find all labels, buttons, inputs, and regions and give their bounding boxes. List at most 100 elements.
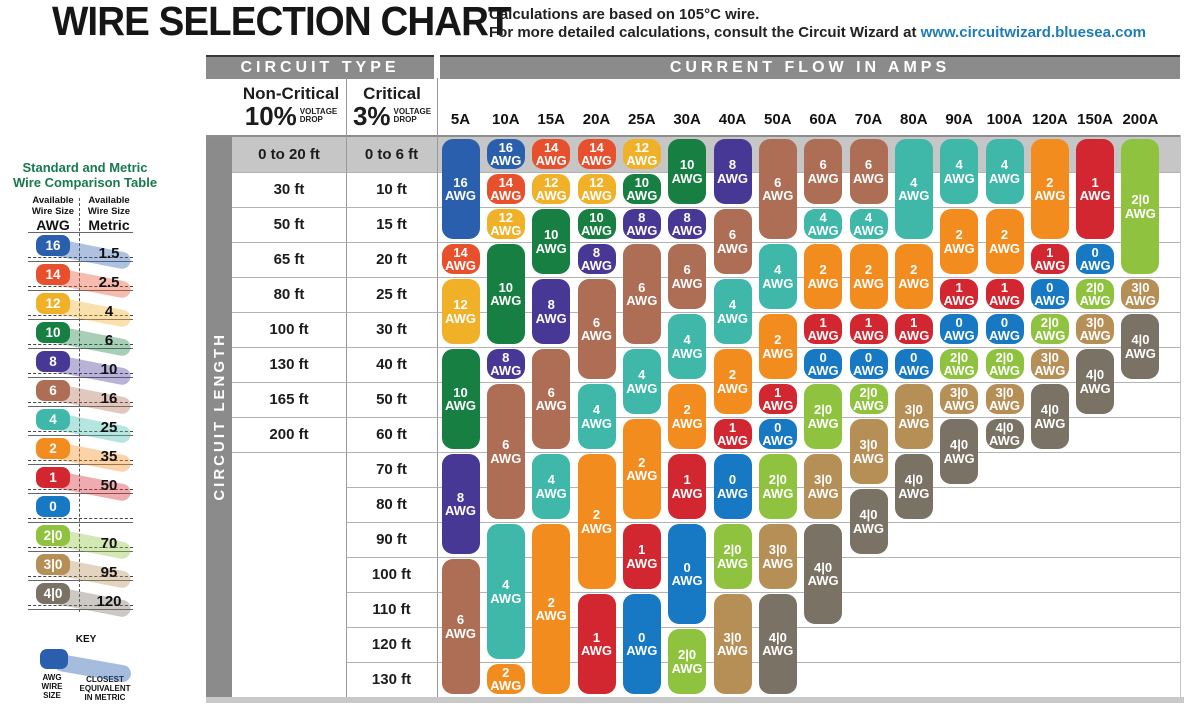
wire-pill-40A-200awg: 2|0 AWG xyxy=(713,524,752,589)
wire-pill-25A-12awg: 12 AWG xyxy=(622,139,661,169)
pill-awg-label: AWG xyxy=(1034,258,1066,273)
length-cell-critical: 10 ft xyxy=(376,181,407,198)
metric-size-value: 120 xyxy=(96,593,122,610)
pill-awg-label: AWG xyxy=(671,345,703,361)
pill-size-label: 0 xyxy=(1046,279,1054,295)
amp-column-label-40A: 40A xyxy=(718,111,747,128)
wire-pill-100A-1awg: 1 AWG xyxy=(985,279,1024,309)
pill-awg-label: AWG xyxy=(716,170,749,186)
header-unit: AWG xyxy=(36,217,70,233)
pill-size-label: 2 xyxy=(955,227,963,242)
wire-pill-80A-0awg: 0 AWG xyxy=(894,349,933,379)
pill-size-label: 1 xyxy=(1091,174,1099,190)
comparison-row-dashed-line xyxy=(28,257,133,258)
wire-pill-20A-4awg: 4 AWG xyxy=(577,384,616,449)
metric-size-value: 50 xyxy=(100,477,118,494)
wire-pill-20A-8awg: 8 AWG xyxy=(577,244,616,274)
pill-size-label: 4 xyxy=(547,472,555,487)
wire-pill-70A-6awg: 6 AWG xyxy=(849,139,888,204)
pill-size-label: 2 xyxy=(1000,227,1009,242)
wire-pill-70A-200awg: 2|0 AWG xyxy=(849,384,888,414)
comparison-row-dashed-line xyxy=(28,431,133,432)
comparison-row-dashed-line xyxy=(28,402,133,403)
wire-pill-70A-300awg: 3|0 AWG xyxy=(849,419,888,484)
wire-pill-100A-400awg: 4|0 AWG xyxy=(985,419,1024,449)
wire-pill-10A-10awg: 10 AWG xyxy=(486,244,525,344)
length-cell-noncritical: 165 ft xyxy=(269,391,309,408)
pill-awg-label: AWG xyxy=(1124,293,1156,308)
comparison-bottom-line xyxy=(28,609,133,610)
pill-size-label: 1 xyxy=(1000,279,1009,295)
key-metric-caption: CLOSEST EQUIVALENT IN METRIC xyxy=(74,675,136,702)
amp-column-label-120A: 120A xyxy=(1031,111,1068,128)
awg-size-pill-8: 8 xyxy=(36,351,70,372)
circuit-length-label: CIRCUIT LENGTH xyxy=(210,331,228,501)
pill-awg-label: AWG xyxy=(716,433,749,448)
pill-size-label: 6 xyxy=(638,279,646,295)
pill-size-label: 2|0 xyxy=(768,472,787,487)
pill-size-label: 4 xyxy=(502,577,510,592)
wire-pill-70A-400awg: 4|0 AWG xyxy=(849,489,888,554)
wire-pill-5A-8awg: 8 AWG xyxy=(441,454,480,554)
pill-size-label: 10 xyxy=(543,227,559,242)
awg-size-pill-200: 2|0 xyxy=(36,525,70,546)
pill-awg-label: AWG xyxy=(580,520,613,536)
wire-pill-10A-6awg: 6 AWG xyxy=(486,384,525,519)
wire-pill-120A-400awg: 4|0 AWG xyxy=(1030,384,1069,449)
pill-size-label: 16 xyxy=(498,139,514,155)
amp-column-label-70A: 70A xyxy=(854,111,883,128)
pill-awg-label: AWG xyxy=(580,223,613,238)
comparison-row-line xyxy=(28,290,133,291)
wire-pill-50A-2awg: 2 AWG xyxy=(758,314,797,379)
pill-size-label: 1 xyxy=(592,629,601,645)
pill-size-label: 12 xyxy=(498,209,514,225)
pill-size-label: 6 xyxy=(547,384,555,400)
header-line: Available xyxy=(88,195,130,206)
metric-size-value: 4 xyxy=(104,303,114,320)
awg-size-pill-4: 4 xyxy=(36,409,70,430)
wire-pill-15A-4awg: 4 AWG xyxy=(532,454,571,519)
key-caption-line: IN METRIC xyxy=(84,693,126,702)
wire-pill-90A-300awg: 3|0 AWG xyxy=(940,384,979,414)
length-cell-noncritical: 0 to 20 ft xyxy=(258,146,320,163)
pill-size-label: 4|0 xyxy=(1131,332,1150,347)
wire-pill-15A-14awg: 14 AWG xyxy=(532,139,571,169)
pill-size-label: 1 xyxy=(728,419,737,435)
header-divider-line xyxy=(206,135,1180,137)
length-cell-critical: 40 ft xyxy=(376,356,407,373)
pill-awg-label: AWG xyxy=(988,363,1021,378)
pill-awg-label: AWG xyxy=(535,153,567,168)
wire-pill-10A-14awg: 14 AWG xyxy=(486,174,525,204)
pill-size-label: 4|0 xyxy=(1086,367,1105,382)
pill-size-label: 8 xyxy=(547,297,555,312)
pill-awg-label: AWG xyxy=(580,153,613,168)
metric-size-value: 6 xyxy=(104,332,114,349)
amp-column-label-60A: 60A xyxy=(809,111,837,128)
wire-pill-50A-6awg: 6 AWG xyxy=(758,139,797,239)
amp-column-label-80A: 80A xyxy=(900,111,928,128)
wire-pill-25A-1awg: 1 AWG xyxy=(622,524,661,589)
pill-size-label: 10 xyxy=(453,384,468,400)
pill-size-label: 8 xyxy=(592,244,601,260)
comparison-title-line1: Standard and Metric xyxy=(22,160,148,175)
length-cell-critical: 80 ft xyxy=(376,496,407,513)
pill-awg-label: AWG xyxy=(580,328,613,343)
wire-pill-200A-200awg: 2|0 AWG xyxy=(1121,139,1160,274)
pill-size-label: 1 xyxy=(864,314,873,330)
wire-pill-30A-1awg: 1 AWG xyxy=(668,454,707,519)
amp-column-label-100A: 100A xyxy=(986,111,1023,128)
critical-percent: 3% xyxy=(352,101,391,131)
comparison-row-line xyxy=(28,464,133,465)
pill-size-label: 2|0 xyxy=(1086,279,1105,295)
wire-pill-10A-4awg: 4 AWG xyxy=(486,524,525,659)
length-cell-noncritical: 50 ft xyxy=(273,216,305,233)
subtitle-line1: Calculations are based on 105°C wire. xyxy=(489,6,760,23)
pill-size-label: 2|0 xyxy=(1131,192,1150,207)
length-amp-divider xyxy=(437,78,438,697)
amp-column-label-30A: 30A xyxy=(673,111,701,128)
metric-column-header: Available Wire Size Metric xyxy=(82,195,136,233)
wire-pill-100A-0awg: 0 AWG xyxy=(985,314,1024,344)
circuit-wizard-link[interactable]: www.circuitwizard.bluesea.com xyxy=(920,24,1146,41)
critical-header: Critical 3% VOLTAGE DROP xyxy=(348,84,436,131)
